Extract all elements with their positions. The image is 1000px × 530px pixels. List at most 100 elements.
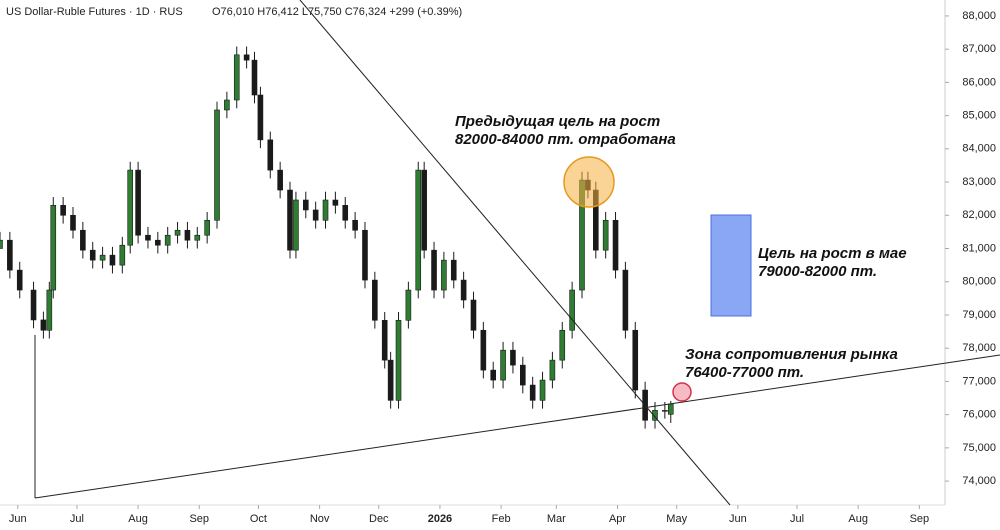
candle-body	[362, 229, 368, 281]
candle-body	[257, 94, 264, 141]
resistance-circle	[672, 382, 692, 402]
candle-body	[441, 259, 447, 291]
candle-body	[332, 199, 339, 206]
x-tick-label: Nov	[310, 513, 330, 525]
annotation: Цель на рост в мае	[758, 245, 907, 262]
candle-body	[342, 205, 349, 221]
candle-body	[431, 249, 437, 291]
candle-body	[352, 219, 358, 231]
candle-body	[662, 410, 668, 412]
candle-body	[50, 205, 57, 291]
candle-body	[312, 209, 319, 221]
candle-body	[204, 219, 210, 236]
candle-body	[145, 234, 151, 241]
candle-body	[277, 169, 283, 191]
x-tick-label: Apr	[609, 513, 626, 525]
candle-body	[293, 199, 299, 251]
candle-body	[510, 349, 516, 366]
candle-body	[0, 239, 3, 249]
candle-body	[415, 169, 422, 291]
candle-body	[460, 279, 467, 301]
candle-body	[612, 219, 619, 271]
chart-title: US Dollar-Ruble Futures · 1D · RUS	[6, 6, 183, 18]
candle-body	[652, 410, 658, 421]
candle-body	[214, 109, 220, 221]
candle-body	[251, 59, 258, 96]
x-tick-label: Sep	[910, 513, 930, 525]
y-tick-label: 86,000	[962, 76, 996, 88]
candle-body	[60, 205, 66, 216]
candle-body	[164, 234, 171, 246]
x-tick-label: Jun	[729, 513, 747, 525]
candle-body	[267, 139, 274, 171]
y-tick-label: 78,000	[962, 342, 996, 354]
y-tick-label: 88,000	[962, 10, 996, 22]
x-tick-label: Jul	[790, 513, 804, 525]
candle-body	[40, 319, 47, 331]
candle-body	[405, 289, 412, 321]
candle-body	[470, 299, 477, 331]
candle-body	[99, 254, 106, 261]
candle-body	[480, 329, 487, 371]
candle-body	[421, 169, 427, 251]
candle-body	[667, 403, 674, 415]
trend-line	[34, 354, 1000, 499]
annotation: Предыдущая цель на рост	[455, 113, 660, 130]
candle-body	[490, 369, 497, 381]
annotation: 79000-82000 пт.	[758, 263, 877, 280]
candle-body	[194, 234, 201, 241]
annotation: Зона сопротивления рынка	[685, 346, 898, 363]
candle-body	[127, 169, 134, 246]
ohlc-text: O76,010 H76,412 L75,750 C76,324 +299 (+0…	[212, 6, 462, 18]
y-tick-label: 75,000	[962, 442, 996, 454]
x-tick-label: 2026	[428, 513, 452, 525]
x-tick-label: Jul	[70, 513, 84, 525]
y-tick-label: 83,000	[962, 176, 996, 188]
candle-body	[450, 259, 457, 281]
y-tick-label: 80,000	[962, 276, 996, 288]
candle-body	[520, 364, 526, 386]
x-tick-label: Jun	[9, 513, 27, 525]
x-tick-label: Dec	[369, 513, 389, 525]
candle-body	[30, 289, 37, 321]
candle-body	[89, 249, 96, 261]
candle-body	[302, 199, 309, 211]
candle-body	[233, 54, 240, 101]
candle-body	[539, 379, 546, 401]
candle-body	[243, 54, 250, 61]
y-tick-label: 76,000	[962, 409, 996, 421]
y-tick-label: 84,000	[962, 143, 996, 155]
candle-body	[224, 99, 230, 111]
candle-body	[500, 349, 506, 381]
trend-line	[299, 0, 731, 506]
x-tick-label: Oct	[250, 513, 267, 525]
x-tick-label: Aug	[128, 513, 148, 525]
candle-body	[322, 199, 329, 221]
x-tick-label: Aug	[848, 513, 868, 525]
x-tick-label: Mar	[547, 513, 566, 525]
candle-body	[119, 244, 126, 266]
x-tick-label: Sep	[189, 513, 209, 525]
y-tick-label: 85,000	[962, 110, 996, 122]
candle-body	[569, 289, 575, 331]
candle-body	[16, 269, 23, 291]
x-tick-label: Feb	[492, 513, 511, 525]
candle-body	[174, 229, 181, 236]
candle-body	[7, 239, 13, 271]
candle-body	[135, 169, 141, 236]
candle-body	[559, 329, 566, 361]
candle-body	[287, 189, 293, 251]
plot	[0, 46, 674, 429]
y-tick-label: 77,000	[962, 375, 996, 387]
target-zone	[710, 214, 752, 317]
candle-body	[372, 279, 378, 321]
y-tick-label: 87,000	[962, 43, 996, 55]
candle-body	[529, 384, 536, 401]
y-tick-label: 82,000	[962, 209, 996, 221]
candle-body	[549, 359, 556, 381]
candle-body	[70, 214, 76, 231]
candle-body	[155, 239, 161, 246]
candle-body	[632, 329, 639, 391]
